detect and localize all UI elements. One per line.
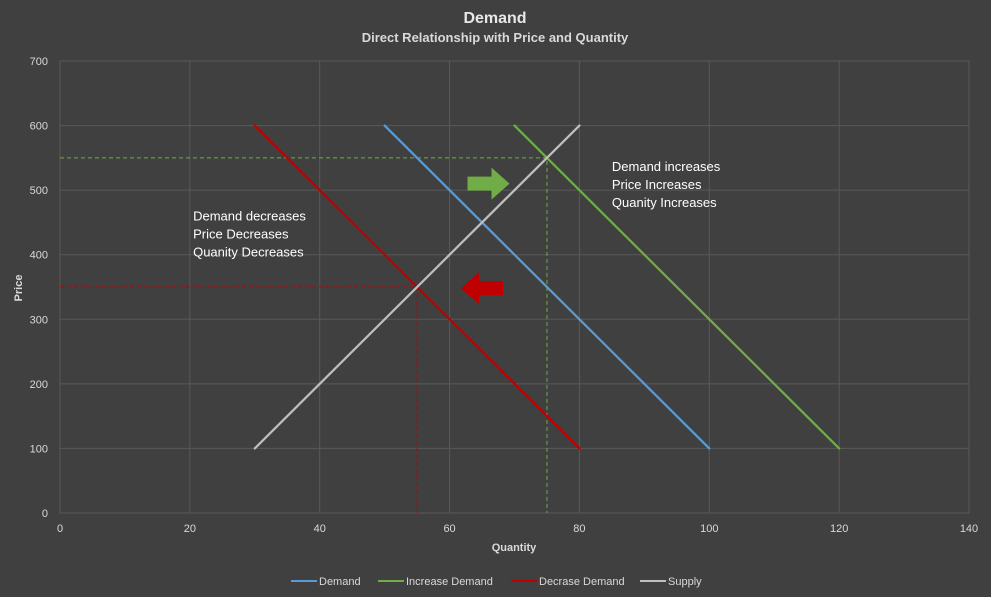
- left-arrow-icon: [461, 272, 504, 305]
- annotation-line: Quanity Decreases: [193, 244, 304, 259]
- annotation-line: Quanity Increases: [612, 195, 717, 210]
- y-tick-label: 700: [30, 56, 48, 68]
- legend-item: Demand: [291, 576, 361, 588]
- annotation-line: Price Decreases: [193, 226, 289, 241]
- y-tick-label: 400: [30, 250, 48, 262]
- tick-labels: 0 20 40 60 80 100 120 140 0 100 200 300 400 500 600 700: [30, 56, 979, 535]
- x-tick-label: 0: [57, 523, 63, 535]
- y-tick-label: 200: [30, 379, 48, 391]
- y-tick-label: 0: [42, 508, 48, 520]
- grid: [59, 60, 970, 514]
- x-tick-label: 100: [700, 523, 718, 535]
- legend-label: Demand: [319, 576, 361, 588]
- arrows: [461, 167, 510, 305]
- legend-item: Supply: [640, 576, 702, 588]
- guide-line: [60, 286, 418, 513]
- x-tick-label: 80: [573, 523, 585, 535]
- series-line-demand: [383, 124, 711, 450]
- chart-subtitle: Direct Relationship with Price and Quant…: [362, 30, 629, 45]
- legend-label: Increase Demand: [406, 576, 493, 588]
- y-axis-label: Price: [13, 275, 25, 302]
- legend-label: Supply: [668, 576, 702, 588]
- series-line-increase-demand: [513, 124, 841, 450]
- chart-title: Demand: [463, 10, 526, 27]
- y-tick-label: 600: [30, 121, 48, 133]
- legend: Demand Increase Demand Decrase Demand Suppl…: [291, 576, 702, 588]
- y-tick-label: 500: [30, 185, 48, 197]
- series-lines: [253, 124, 841, 450]
- y-tick-label: 300: [30, 314, 48, 326]
- x-tick-label: 120: [830, 523, 848, 535]
- legend-label: Decrase Demand: [539, 576, 625, 588]
- annotation: Demand decreases Price Decreases Quanity D…: [193, 208, 306, 259]
- annotation-line: Price Increases: [612, 177, 702, 192]
- series-line-supply: [253, 124, 581, 450]
- legend-item: Decrase Demand: [511, 576, 625, 588]
- annotations: Demand increases Price Increases Quanity I…: [193, 159, 721, 260]
- y-tick-label: 100: [30, 443, 48, 455]
- annotation: Demand increases Price Increases Quanity I…: [612, 159, 721, 210]
- annotation-line: Demand increases: [612, 159, 721, 174]
- annotation-line: Demand decreases: [193, 208, 306, 223]
- x-tick-label: 20: [184, 523, 196, 535]
- x-tick-label: 140: [960, 523, 978, 535]
- x-tick-label: 60: [443, 523, 455, 535]
- x-tick-label: 40: [314, 523, 326, 535]
- x-axis-label: Quantity: [492, 542, 537, 554]
- legend-item: Increase Demand: [378, 576, 493, 588]
- right-arrow-icon: [467, 167, 510, 200]
